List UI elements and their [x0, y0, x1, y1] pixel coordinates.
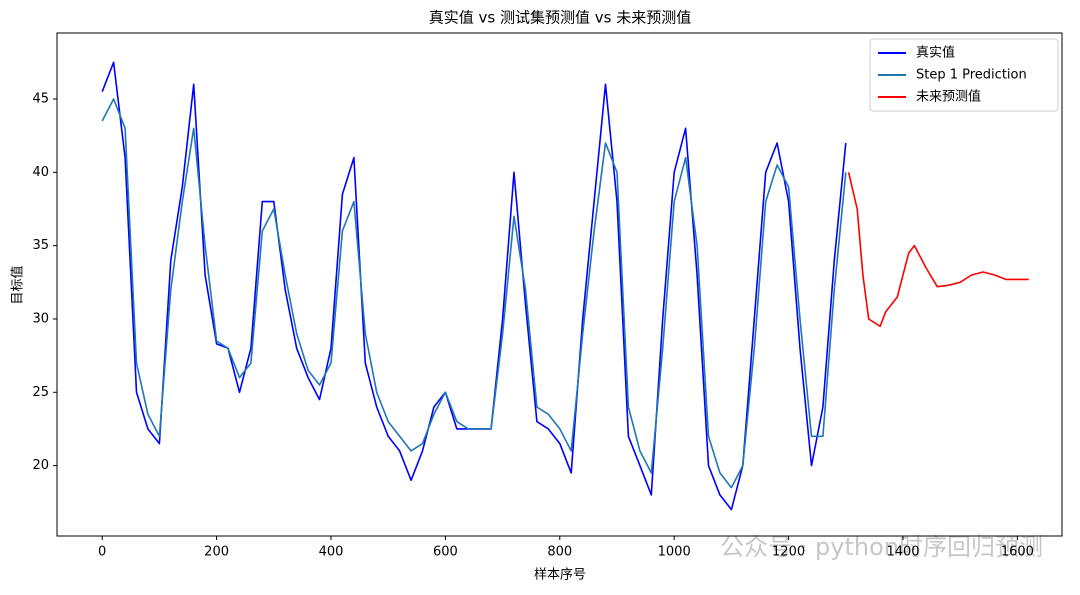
- x-tick-label: 1200: [772, 545, 805, 560]
- x-tick-label: 800: [547, 545, 572, 560]
- chart-title: 真实值 vs 测试集预测值 vs 未来预测值: [429, 9, 691, 27]
- x-tick-label: 1600: [1001, 545, 1034, 560]
- legend-label: 未来预测值: [916, 89, 981, 105]
- x-tick-label: 400: [319, 545, 344, 560]
- x-tick-label: 600: [433, 545, 458, 560]
- series-line: [101, 61, 847, 511]
- series-line: [101, 98, 847, 489]
- y-tick-label: 45: [32, 91, 49, 106]
- x-tick-label: 200: [204, 545, 229, 560]
- y-tick-label: 25: [32, 385, 49, 400]
- legend-label: 真实值: [916, 45, 955, 61]
- legend-label: Step 1 Prediction: [916, 68, 1027, 83]
- y-tick-label: 40: [32, 165, 49, 180]
- series-line: [847, 172, 1029, 328]
- x-tick-label: 1400: [886, 545, 919, 560]
- y-tick-label: 35: [32, 238, 49, 253]
- x-axis-label: 样本序号: [534, 568, 586, 583]
- y-tick-label: 30: [32, 311, 49, 326]
- legend-box: [869, 38, 1059, 112]
- watermark: 公众号 · python时序回归预测: [720, 533, 1043, 561]
- y-tick-label: 20: [32, 458, 49, 473]
- x-tick-label: 0: [98, 545, 106, 560]
- y-axis-label: 目标值: [10, 265, 26, 304]
- x-tick-label: 1000: [658, 545, 691, 560]
